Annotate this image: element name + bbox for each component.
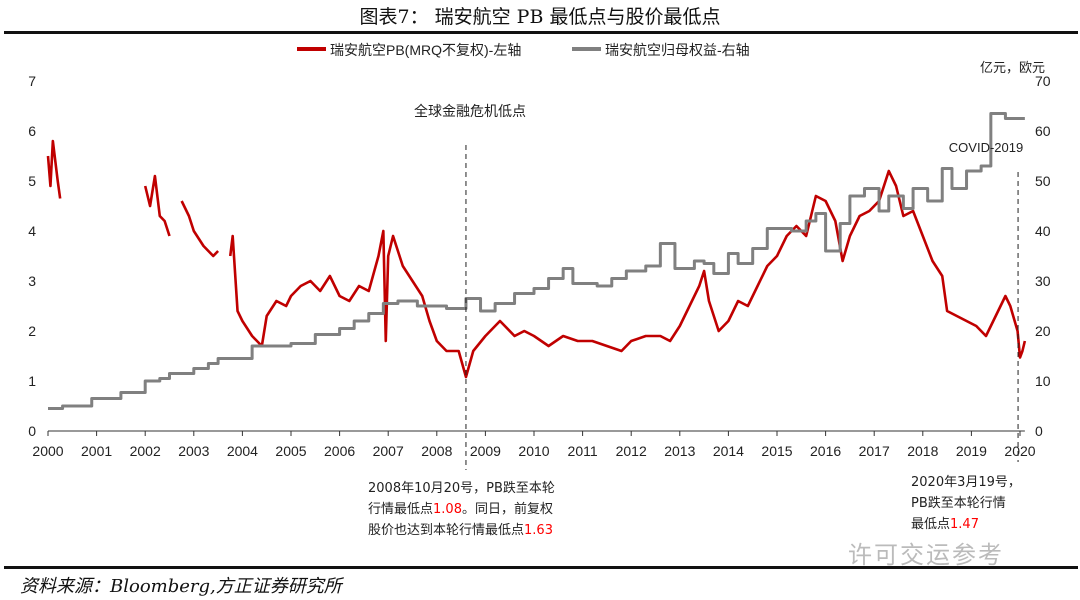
x-tick-label: 2014	[713, 443, 744, 459]
y-right-tick-label: 0	[1035, 423, 1043, 439]
y-right-tick-label: 40	[1035, 223, 1051, 239]
x-tick-label: 2005	[275, 443, 306, 459]
gfc-price-low-value: 1.63	[524, 523, 553, 538]
y-left-tick-label: 5	[28, 173, 36, 189]
gfc-annotation: 全球金融危机低点	[414, 103, 526, 119]
equity-step-line	[48, 112, 1025, 410]
y-right-tick-label: 70	[1035, 73, 1051, 89]
pb-line	[46, 139, 1027, 379]
x-tick-label: 2011	[568, 443, 598, 459]
y-left-tick-label: 0	[28, 423, 36, 439]
x-tick-label: 2018	[907, 443, 938, 459]
y-left-tick-label: 3	[28, 273, 36, 289]
y-right-tick-label: 50	[1035, 173, 1051, 189]
y-left-tick-label: 1	[28, 373, 36, 389]
x-tick-label: 2019	[956, 443, 987, 459]
x-tick-label: 2006	[324, 443, 355, 459]
x-tick-label: 2004	[227, 443, 258, 459]
x-tick-label: 2012	[616, 443, 647, 459]
x-tick-label: 2020	[1004, 443, 1035, 459]
x-tick-label: 2008	[421, 443, 452, 459]
covid-annotation: COVID-2019	[949, 140, 1023, 155]
x-tick-label: 2009	[470, 443, 501, 459]
x-tick-label: 2015	[761, 443, 792, 459]
y-left-tick-label: 4	[28, 223, 36, 239]
x-tick-label: 2016	[810, 443, 841, 459]
x-tick-label: 2003	[178, 443, 209, 459]
x-tick-label: 2007	[373, 443, 404, 459]
y-left-tick-label: 2	[28, 323, 36, 339]
bottom-rule	[4, 566, 1078, 569]
x-tick-label: 2013	[664, 443, 695, 459]
watermark: 许可交运参考	[848, 541, 1004, 569]
x-tick-label: 2000	[32, 443, 63, 459]
x-tick-label: 2017	[859, 443, 890, 459]
y-left-tick-label: 6	[28, 123, 36, 139]
gfc-pb-low-value: 1.08	[433, 502, 462, 517]
legend-label-equity: 瑞安航空归母权益-右轴	[605, 42, 750, 58]
y-right-tick-label: 60	[1035, 123, 1051, 139]
legend-label-pb: 瑞安航空PB(MRQ不复权)-左轴	[330, 42, 521, 58]
y-right-tick-label: 10	[1035, 373, 1051, 389]
gfc-note-line2: 行情最低点1.08。同日，前复权	[368, 502, 553, 517]
y-left-tick-label: 7	[28, 73, 36, 89]
y-right-tick-label: 20	[1035, 323, 1051, 339]
source-note: 资料来源：Bloomberg,方正证券研究所	[20, 576, 342, 597]
legend: 瑞安航空PB(MRQ不复权)-左轴 瑞安航空归母权益-右轴	[297, 42, 750, 58]
chart-title: 图表7： 瑞安航空 PB 最低点与股价最低点	[359, 6, 721, 28]
covid-note: 2020年3月19号， PB跌至本轮行情 最低点1.47	[911, 475, 1021, 532]
gfc-note-line1: 2008年10月20号，PB跌至本轮	[368, 481, 555, 496]
y-right-tick-label: 30	[1035, 273, 1051, 289]
x-tick-label: 2001	[81, 443, 112, 459]
top-rule	[4, 31, 1078, 34]
covid-pb-low-value: 1.47	[950, 517, 979, 532]
x-tick-label: 2010	[518, 443, 549, 459]
gfc-note-line3: 股价也达到本轮行情最低点1.63	[368, 523, 553, 538]
x-tick-label: 2002	[130, 443, 161, 459]
gfc-note: 2008年10月20号，PB跌至本轮 行情最低点1.08。同日，前复权 股价也达…	[368, 478, 555, 541]
right-axis-unit: 亿元，欧元	[980, 60, 1045, 75]
